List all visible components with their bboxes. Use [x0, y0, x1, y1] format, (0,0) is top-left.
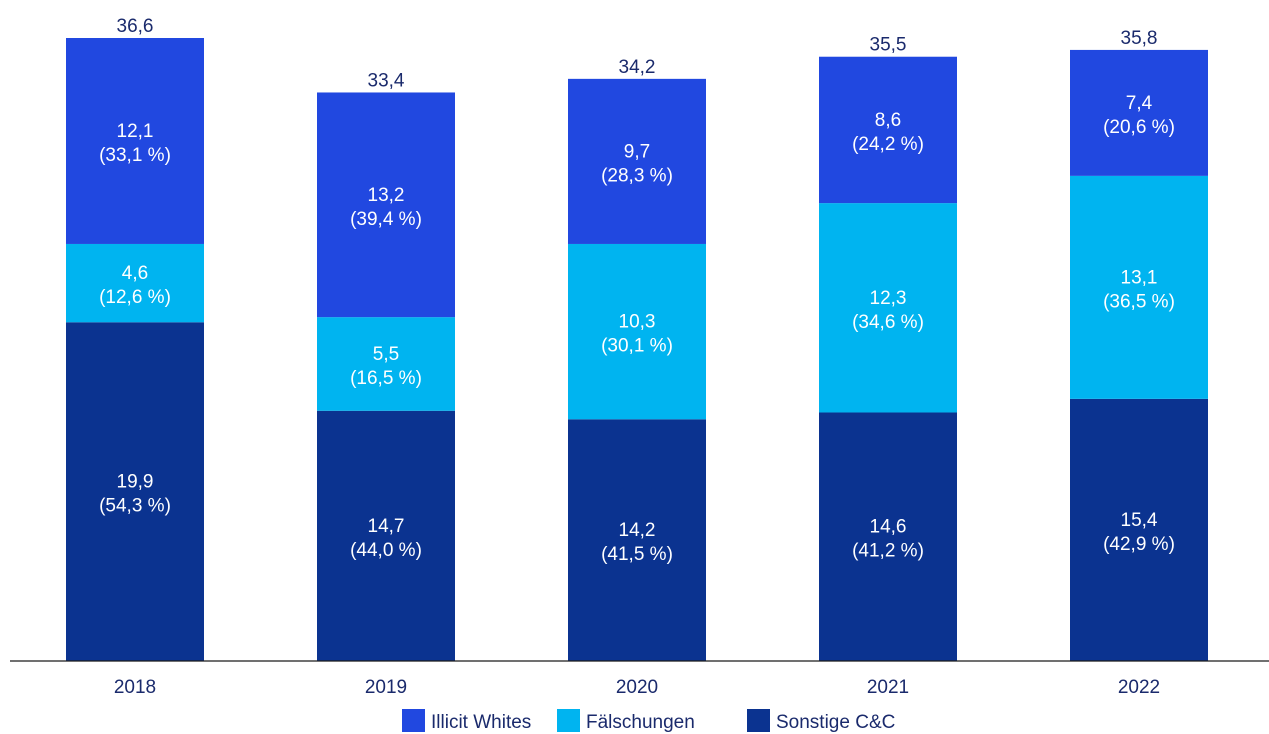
- data-label-f-lschungen-2018: 4,6: [122, 263, 148, 284]
- share-label-sonstige-c-c-2018: (54,3 %): [99, 496, 171, 517]
- x-tick-2022: 2022: [1118, 677, 1160, 698]
- bar-f-lschungen-2022: [1070, 175, 1208, 399]
- total-label-2019: 33,4: [368, 70, 405, 91]
- bar-f-lschungen-2018: [66, 243, 204, 323]
- share-label-illicit-whites-2021: (24,2 %): [852, 134, 924, 155]
- data-label-f-lschungen-2021: 12,3: [870, 288, 907, 309]
- share-label-sonstige-c-c-2022: (42,9 %): [1103, 534, 1175, 555]
- share-label-f-lschungen-2021: (34,6 %): [852, 312, 924, 333]
- bar-sonstige-c-c-2022: [1070, 398, 1208, 661]
- bar-illicit-whites-2018: [66, 38, 204, 244]
- share-label-f-lschungen-2019: (16,5 %): [350, 368, 422, 389]
- total-label-2020: 34,2: [619, 57, 656, 78]
- data-label-illicit-whites-2021: 8,6: [875, 110, 901, 131]
- bar-sonstige-c-c-2021: [819, 412, 957, 661]
- share-label-sonstige-c-c-2021: (41,2 %): [852, 541, 924, 562]
- bar-f-lschungen-2019: [317, 317, 455, 411]
- data-label-f-lschungen-2020: 10,3: [619, 312, 656, 333]
- bar-f-lschungen-2021: [819, 203, 957, 413]
- bar-illicit-whites-2019: [317, 92, 455, 318]
- share-label-sonstige-c-c-2019: (44,0 %): [350, 540, 422, 561]
- share-label-illicit-whites-2018: (33,1 %): [99, 145, 171, 166]
- data-label-f-lschungen-2019: 5,5: [373, 344, 399, 365]
- total-label-2018: 36,6: [117, 16, 154, 37]
- x-tick-2019: 2019: [365, 677, 407, 698]
- share-label-illicit-whites-2022: (20,6 %): [1103, 117, 1175, 138]
- bar-illicit-whites-2020: [568, 78, 706, 244]
- bar-f-lschungen-2020: [568, 243, 706, 420]
- x-tick-labels: 2018 2019 2020 2021 2022: [114, 677, 1160, 698]
- legend: Illicit Whites Fälschungen Sonstige C&C: [402, 709, 895, 733]
- share-label-illicit-whites-2019: (39,4 %): [350, 209, 422, 230]
- data-label-sonstige-c-c-2020: 14,2: [619, 520, 656, 541]
- legend-swatch-illicit-whites: [402, 709, 425, 732]
- share-label-f-lschungen-2020: (30,1 %): [601, 336, 673, 357]
- bar-illicit-whites-2021: [819, 56, 957, 204]
- x-tick-2021: 2021: [867, 677, 909, 698]
- data-label-illicit-whites-2018: 12,1: [117, 121, 154, 142]
- total-label-2021: 35,5: [870, 35, 907, 56]
- legend-swatch-f-lschungen: [557, 709, 580, 732]
- data-label-illicit-whites-2022: 7,4: [1126, 93, 1153, 114]
- share-label-f-lschungen-2018: (12,6 %): [99, 287, 171, 308]
- bar-sonstige-c-c-2018: [66, 322, 204, 661]
- share-label-illicit-whites-2020: (28,3 %): [601, 165, 673, 186]
- x-tick-2020: 2020: [616, 677, 658, 698]
- bar-illicit-whites-2022: [1070, 49, 1208, 176]
- share-label-f-lschungen-2022: (36,5 %): [1103, 291, 1175, 312]
- legend-label-sonstige-c-c: Sonstige C&C: [776, 712, 895, 733]
- bars-layer: [66, 38, 1208, 661]
- data-label-sonstige-c-c-2021: 14,6: [870, 517, 907, 538]
- legend-label-illicit-whites: Illicit Whites: [431, 712, 531, 733]
- legend-label-f-lschungen: Fälschungen: [586, 712, 695, 733]
- total-label-2022: 35,8: [1121, 28, 1158, 49]
- data-label-sonstige-c-c-2018: 19,9: [117, 472, 154, 493]
- data-label-illicit-whites-2019: 13,2: [368, 185, 405, 206]
- data-label-sonstige-c-c-2019: 14,7: [368, 516, 405, 537]
- share-label-sonstige-c-c-2020: (41,5 %): [601, 544, 673, 565]
- labels-layer: 19,9 (54,3 %) 4,6 (12,6 %) 12,1 (33,1 %) 36,6 1…: [99, 16, 1175, 565]
- data-label-illicit-whites-2020: 9,7: [624, 141, 650, 162]
- x-tick-2018: 2018: [114, 677, 156, 698]
- data-label-sonstige-c-c-2022: 15,4: [1121, 510, 1158, 531]
- bar-sonstige-c-c-2019: [317, 410, 455, 661]
- bar-sonstige-c-c-2020: [568, 419, 706, 661]
- legend-swatch-sonstige-c-c: [747, 709, 770, 732]
- data-label-f-lschungen-2022: 13,1: [1121, 267, 1158, 288]
